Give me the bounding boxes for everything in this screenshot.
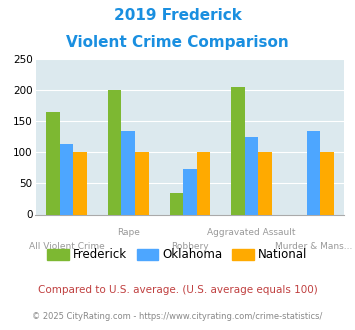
Text: All Violent Crime: All Violent Crime — [28, 242, 104, 251]
Text: Violent Crime Comparison: Violent Crime Comparison — [66, 35, 289, 50]
Bar — [108, 90, 121, 214]
Bar — [73, 152, 87, 214]
Text: Compared to U.S. average. (U.S. average equals 100): Compared to U.S. average. (U.S. average … — [38, 285, 317, 295]
Bar — [245, 137, 258, 214]
Bar — [258, 152, 272, 214]
Bar — [170, 193, 183, 215]
Text: Aggravated Assault: Aggravated Assault — [207, 228, 296, 237]
Bar — [135, 152, 148, 214]
Text: 2019 Frederick: 2019 Frederick — [114, 8, 241, 23]
Bar — [121, 131, 135, 214]
Legend: Frederick, Oklahoma, National: Frederick, Oklahoma, National — [43, 244, 312, 266]
Text: Murder & Mans...: Murder & Mans... — [275, 242, 352, 251]
Bar — [231, 87, 245, 214]
Bar — [46, 112, 60, 214]
Bar — [307, 131, 320, 214]
Bar — [197, 152, 210, 214]
Text: Robbery: Robbery — [171, 242, 209, 251]
Bar — [320, 152, 334, 214]
Bar — [183, 169, 197, 214]
Bar — [60, 145, 73, 214]
Text: © 2025 CityRating.com - https://www.cityrating.com/crime-statistics/: © 2025 CityRating.com - https://www.city… — [32, 312, 323, 321]
Text: Rape: Rape — [117, 228, 140, 237]
